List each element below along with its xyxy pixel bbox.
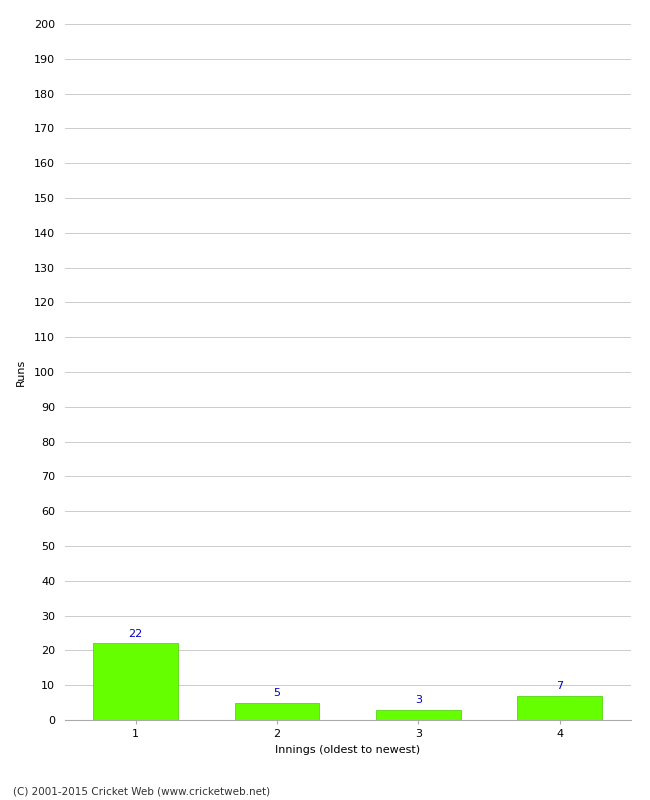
Text: 3: 3 <box>415 695 422 706</box>
Bar <box>94 643 178 720</box>
Text: 22: 22 <box>129 630 143 639</box>
Text: 5: 5 <box>274 689 281 698</box>
Bar <box>376 710 461 720</box>
X-axis label: Innings (oldest to newest): Innings (oldest to newest) <box>275 745 421 754</box>
Text: (C) 2001-2015 Cricket Web (www.cricketweb.net): (C) 2001-2015 Cricket Web (www.cricketwe… <box>13 786 270 796</box>
Bar <box>517 696 602 720</box>
Text: 7: 7 <box>556 682 564 691</box>
Y-axis label: Runs: Runs <box>16 358 25 386</box>
Bar <box>235 702 319 720</box>
